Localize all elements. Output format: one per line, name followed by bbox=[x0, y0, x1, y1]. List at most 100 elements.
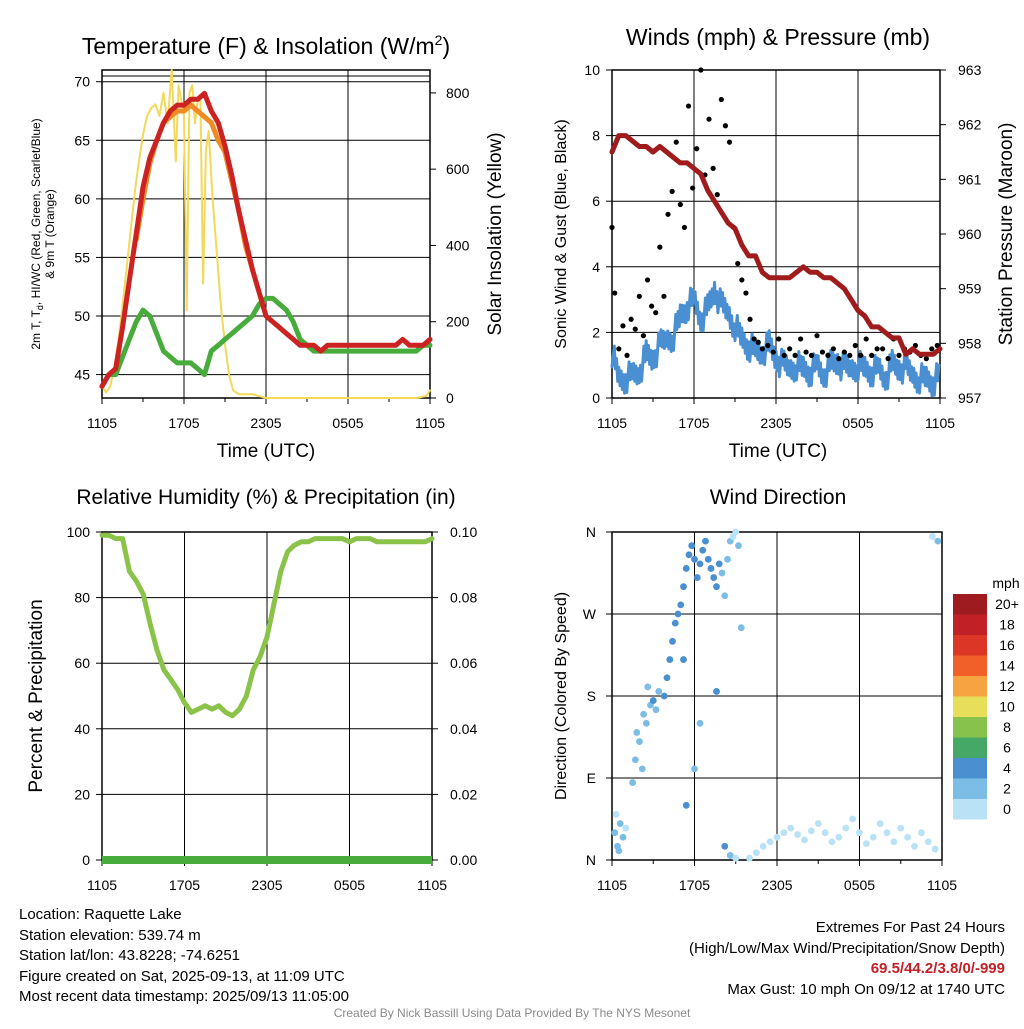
gust-point bbox=[825, 352, 831, 358]
direction-point bbox=[633, 729, 641, 736]
direction-point bbox=[801, 836, 808, 844]
x-tick-label: 2305 bbox=[250, 415, 281, 431]
gust-point bbox=[847, 352, 853, 358]
gust-point bbox=[836, 356, 842, 362]
y-tick-label: 6 bbox=[592, 193, 600, 209]
direction-point bbox=[917, 829, 925, 837]
x-axis-label: Time (UTC) bbox=[729, 441, 828, 462]
direction-point bbox=[707, 565, 715, 572]
gust-point bbox=[690, 185, 696, 191]
legend-label: 2 bbox=[1003, 781, 1011, 797]
gust-point bbox=[869, 352, 875, 358]
y-tick-label: 20 bbox=[74, 786, 90, 802]
winds-panel: Winds (mph) & Pressure (mb) 0 2 4 6 8 10 1105 17… bbox=[553, 24, 1017, 462]
direction-point bbox=[671, 619, 679, 627]
x-tick-label: 2305 bbox=[761, 877, 792, 893]
y-tick-label: 100 bbox=[67, 524, 91, 540]
gust-point bbox=[653, 310, 659, 316]
direction-point bbox=[691, 555, 698, 563]
y2-axis-label: Station Pressure (Maroon) bbox=[996, 123, 1017, 346]
max-gust-text: Max Gust: 10 mph On 09/12 at 1740 UTC bbox=[727, 980, 1005, 998]
direction-point bbox=[807, 827, 815, 835]
y-axis-label: 2m T, Td, HI/WC (Red, Green, Scarlet/Blu… bbox=[29, 118, 57, 349]
direction-point bbox=[835, 833, 843, 841]
gust-point bbox=[628, 316, 634, 322]
gust-point bbox=[896, 352, 902, 358]
gust-point bbox=[685, 103, 692, 109]
direction-point bbox=[821, 829, 829, 837]
legend-swatch bbox=[953, 737, 987, 758]
legend-label: 14 bbox=[999, 658, 1015, 674]
direction-point bbox=[682, 801, 690, 809]
direction-point bbox=[649, 697, 657, 704]
gust-point bbox=[841, 349, 847, 355]
gust-point bbox=[770, 349, 776, 355]
x-tick-label: 1105 bbox=[415, 415, 445, 431]
direction-point bbox=[663, 674, 671, 682]
y-tick-label: 4 bbox=[592, 259, 600, 275]
direction-point bbox=[931, 845, 939, 853]
y2-tick-label: 0.02 bbox=[450, 786, 477, 802]
y-axis-label: Direction (Colored By Speed) bbox=[553, 592, 570, 800]
gust-point bbox=[665, 211, 671, 217]
gust-point bbox=[776, 336, 782, 342]
legend-label: 16 bbox=[999, 637, 1015, 653]
legend-title: mph bbox=[992, 575, 1019, 591]
legend-label: 8 bbox=[1003, 719, 1011, 735]
direction-point bbox=[619, 833, 627, 841]
direction-point bbox=[732, 528, 740, 536]
direction-point bbox=[732, 854, 740, 862]
panel-title: Relative Humidity (%) & Precipitation (i… bbox=[76, 486, 455, 509]
precipitation-line bbox=[102, 856, 432, 864]
direction-point bbox=[640, 710, 648, 718]
direction-point bbox=[612, 811, 620, 818]
direction-point bbox=[897, 824, 905, 832]
y-tick-label: 55 bbox=[74, 249, 90, 265]
gust-point bbox=[819, 349, 826, 355]
legend-swatch bbox=[953, 614, 987, 635]
latlon-text: Station lat/lon: 43.8228; -74.6251 bbox=[19, 947, 241, 964]
gust-point bbox=[681, 224, 688, 231]
gust-point bbox=[755, 339, 761, 345]
y-tick-label: 80 bbox=[74, 590, 90, 606]
gust-point bbox=[706, 116, 712, 122]
direction-point bbox=[876, 820, 884, 827]
direction-point bbox=[710, 574, 718, 581]
direction-point bbox=[814, 820, 822, 827]
legend-swatch bbox=[953, 655, 987, 676]
direction-point bbox=[869, 833, 877, 841]
direction-point bbox=[737, 624, 745, 632]
direction-point bbox=[724, 555, 731, 563]
panel-title: Winds (mph) & Pressure (mb) bbox=[626, 24, 930, 50]
direction-point bbox=[642, 719, 650, 727]
gust-point bbox=[616, 346, 622, 352]
x-tick-label: 1105 bbox=[87, 877, 117, 893]
y-tick-label: 60 bbox=[74, 191, 90, 207]
gust-point bbox=[874, 346, 880, 352]
direction-point bbox=[674, 610, 682, 618]
y-tick-label: 45 bbox=[74, 367, 90, 383]
x-tick-label: 2305 bbox=[760, 415, 791, 431]
legend-swatch bbox=[953, 799, 987, 820]
extremes-values: 69.5/44.2/3.8/0/-999 bbox=[870, 960, 1005, 977]
y-tick-label: 50 bbox=[74, 308, 90, 324]
gust-point bbox=[644, 277, 651, 283]
gust-point bbox=[632, 326, 638, 332]
direction-point bbox=[934, 537, 942, 545]
panel-title: Temperature (F) & Insolation (W/m2) bbox=[82, 32, 450, 59]
gust-point bbox=[787, 346, 793, 352]
gust-point bbox=[620, 323, 626, 329]
direction-point bbox=[696, 560, 704, 568]
wind-speed-line bbox=[610, 280, 941, 398]
humidity-panel: Relative Humidity (%) & Precipitation (i… bbox=[26, 486, 477, 893]
direction-point bbox=[924, 838, 932, 846]
gust-point bbox=[718, 96, 724, 103]
y2-tick-label: 959 bbox=[958, 281, 982, 297]
x-tick-label: 0505 bbox=[332, 415, 363, 431]
direction-point bbox=[862, 840, 870, 847]
y-tick-label: 0 bbox=[82, 852, 90, 868]
gust-point bbox=[609, 224, 615, 231]
gust-point bbox=[852, 342, 858, 349]
gust-point bbox=[677, 201, 683, 208]
direction-point bbox=[688, 542, 696, 550]
